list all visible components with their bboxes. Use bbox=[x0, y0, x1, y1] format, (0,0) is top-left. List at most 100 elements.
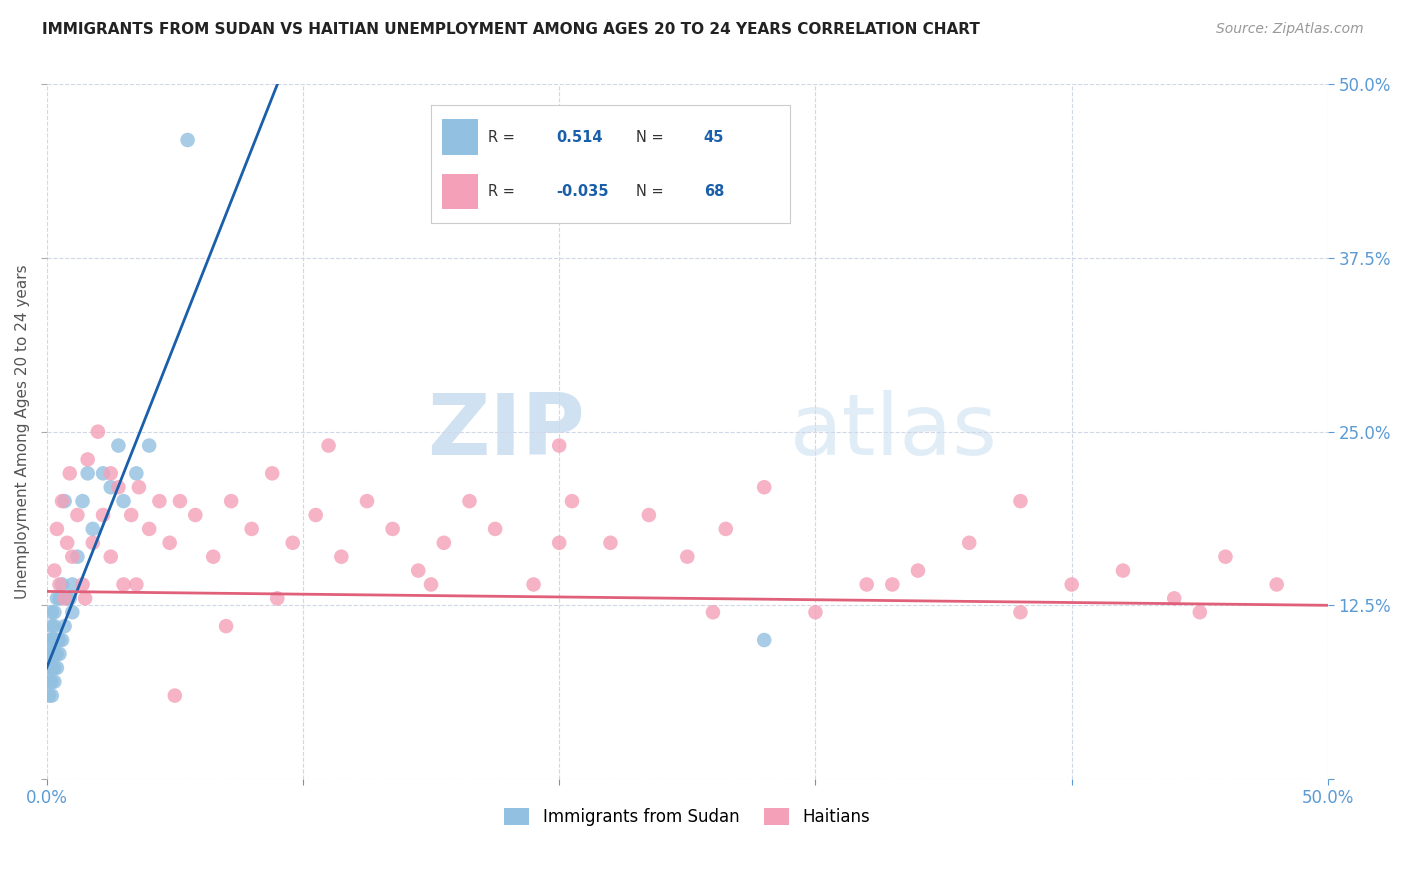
Point bbox=[458, 494, 481, 508]
Point bbox=[60, 549, 83, 564]
Point bbox=[330, 549, 353, 564]
Point bbox=[44, 605, 66, 619]
Point bbox=[406, 564, 429, 578]
Point bbox=[48, 633, 70, 648]
Point bbox=[1060, 577, 1083, 591]
Point bbox=[855, 577, 877, 591]
Point bbox=[82, 522, 104, 536]
Point bbox=[1163, 591, 1185, 606]
Point bbox=[48, 647, 70, 661]
Point bbox=[281, 536, 304, 550]
Point bbox=[676, 549, 699, 564]
Point bbox=[41, 689, 63, 703]
Point bbox=[76, 452, 98, 467]
Point bbox=[381, 522, 404, 536]
Point bbox=[138, 522, 160, 536]
Point bbox=[702, 605, 724, 619]
Point bbox=[128, 480, 150, 494]
Point bbox=[169, 494, 191, 508]
Point bbox=[44, 647, 66, 661]
Point bbox=[202, 549, 225, 564]
Point bbox=[1010, 494, 1032, 508]
Point bbox=[120, 508, 142, 522]
Point bbox=[112, 577, 135, 591]
Point bbox=[107, 439, 129, 453]
Point bbox=[56, 591, 79, 606]
Point bbox=[548, 439, 571, 453]
Point bbox=[356, 494, 378, 508]
Point bbox=[44, 674, 66, 689]
Point bbox=[44, 564, 66, 578]
Point bbox=[754, 480, 776, 494]
Point bbox=[804, 605, 827, 619]
Text: atlas: atlas bbox=[790, 390, 998, 473]
Y-axis label: Unemployment Among Ages 20 to 24 years: Unemployment Among Ages 20 to 24 years bbox=[15, 264, 30, 599]
Point bbox=[561, 494, 583, 508]
Point bbox=[44, 661, 66, 675]
Point bbox=[112, 494, 135, 508]
Point bbox=[219, 494, 242, 508]
Point bbox=[714, 522, 737, 536]
Point bbox=[420, 577, 443, 591]
Point bbox=[100, 549, 122, 564]
Point bbox=[59, 591, 82, 606]
Text: Source: ZipAtlas.com: Source: ZipAtlas.com bbox=[1216, 22, 1364, 37]
Point bbox=[215, 619, 238, 633]
Point bbox=[41, 605, 63, 619]
Point bbox=[100, 467, 122, 481]
Point bbox=[907, 564, 929, 578]
Point bbox=[176, 133, 198, 147]
Point bbox=[48, 591, 70, 606]
Point bbox=[76, 467, 98, 481]
Point bbox=[45, 661, 67, 675]
Point bbox=[38, 661, 60, 675]
Point bbox=[45, 633, 67, 648]
Point bbox=[66, 549, 89, 564]
Point bbox=[53, 591, 76, 606]
Point bbox=[72, 577, 94, 591]
Point bbox=[48, 577, 70, 591]
Point bbox=[82, 536, 104, 550]
Point bbox=[45, 522, 67, 536]
Point bbox=[266, 591, 288, 606]
Point bbox=[318, 439, 340, 453]
Text: ZIP: ZIP bbox=[427, 390, 585, 473]
Point bbox=[138, 439, 160, 453]
Point bbox=[599, 536, 621, 550]
Point bbox=[957, 536, 980, 550]
Point bbox=[38, 633, 60, 648]
Point bbox=[60, 605, 83, 619]
Legend: Immigrants from Sudan, Haitians: Immigrants from Sudan, Haitians bbox=[498, 802, 877, 833]
Point bbox=[75, 591, 97, 606]
Point bbox=[148, 494, 170, 508]
Point bbox=[184, 508, 207, 522]
Point bbox=[51, 494, 73, 508]
Point bbox=[240, 522, 263, 536]
Point bbox=[87, 425, 110, 439]
Point bbox=[41, 647, 63, 661]
Point bbox=[100, 480, 122, 494]
Point bbox=[1215, 549, 1237, 564]
Point bbox=[305, 508, 328, 522]
Point bbox=[159, 536, 181, 550]
Point bbox=[125, 467, 148, 481]
Point bbox=[66, 508, 89, 522]
Point bbox=[484, 522, 506, 536]
Point bbox=[44, 633, 66, 648]
Point bbox=[107, 480, 129, 494]
Point bbox=[60, 577, 83, 591]
Point bbox=[262, 467, 284, 481]
Point bbox=[59, 467, 82, 481]
Point bbox=[51, 577, 73, 591]
Point bbox=[41, 674, 63, 689]
Point bbox=[548, 536, 571, 550]
Point bbox=[38, 674, 60, 689]
Point bbox=[41, 619, 63, 633]
Point bbox=[91, 508, 114, 522]
Point bbox=[72, 494, 94, 508]
Point bbox=[41, 661, 63, 675]
Point bbox=[125, 577, 148, 591]
Point bbox=[754, 633, 776, 648]
Point bbox=[433, 536, 456, 550]
Point bbox=[51, 633, 73, 648]
